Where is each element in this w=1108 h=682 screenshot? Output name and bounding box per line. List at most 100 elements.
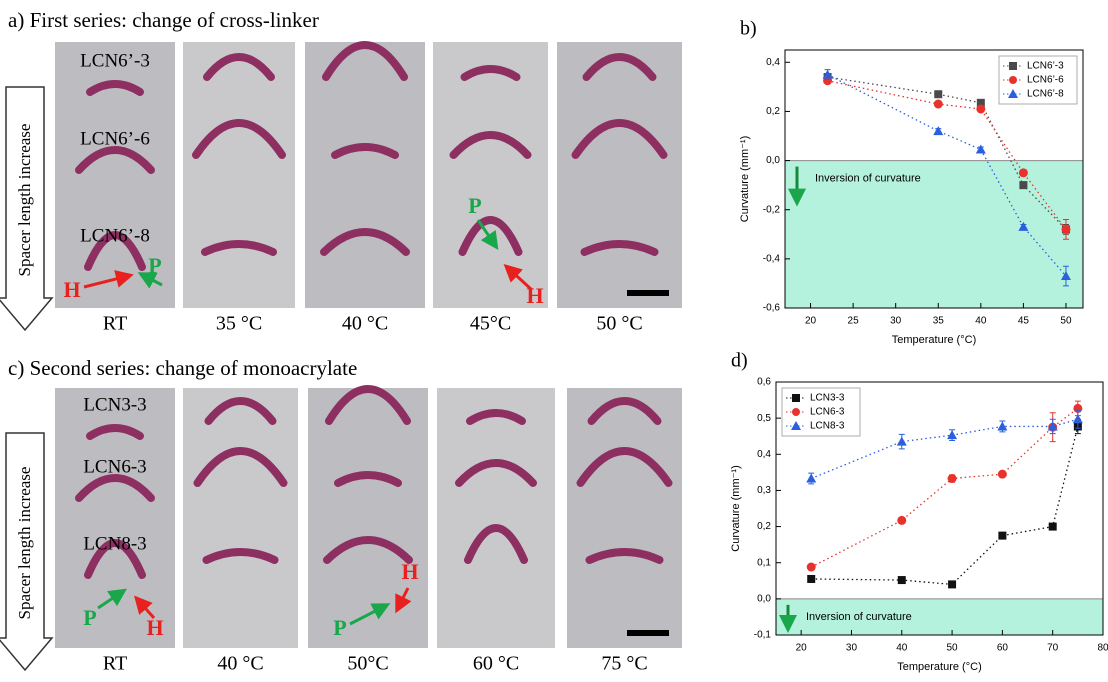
point xyxy=(976,98,985,107)
point xyxy=(1061,224,1071,234)
sample-strip xyxy=(582,53,657,81)
sample-strip xyxy=(84,539,146,579)
point xyxy=(896,436,907,446)
sample-strip xyxy=(323,536,413,564)
x-tick-label: 40 xyxy=(975,316,987,327)
sample-strip xyxy=(587,397,662,425)
x-tick-label: 25 xyxy=(848,316,860,327)
temperature-label: RT xyxy=(103,313,127,335)
series-line xyxy=(811,426,1079,586)
point xyxy=(997,421,1008,431)
sample-strip xyxy=(331,143,399,159)
y-tick-label: -0,6 xyxy=(763,303,781,314)
x-tick-label: 30 xyxy=(890,316,902,327)
point xyxy=(807,574,816,583)
y-tick-label: -0,4 xyxy=(763,253,781,264)
point xyxy=(948,580,957,589)
y-axis-title: Curvature (mm⁻¹) xyxy=(730,465,742,551)
sample-strip xyxy=(585,548,664,564)
row-label: LCN3-3 xyxy=(83,394,146,415)
point xyxy=(975,144,986,154)
point xyxy=(933,99,943,109)
photo xyxy=(567,388,682,648)
point xyxy=(806,562,816,572)
legend-label: LCN6’-3 xyxy=(1027,61,1064,72)
scale-bar xyxy=(627,290,669,296)
inversion-region xyxy=(776,598,1103,635)
sample-strip xyxy=(466,409,526,425)
x-tick-label: 70 xyxy=(1047,643,1059,654)
x-tick-label: 50 xyxy=(1060,316,1072,327)
legend-label: LCN6-3 xyxy=(810,407,845,418)
legend-marker xyxy=(1008,89,1018,98)
x-tick-label: 40 xyxy=(896,643,908,654)
y-tick-label: 0,4 xyxy=(757,449,771,460)
sample-strip xyxy=(204,397,277,425)
temperature-label: 50 °C xyxy=(596,313,642,335)
temperature-label: 60 °C xyxy=(473,653,519,675)
side-arrow xyxy=(0,86,54,332)
y-tick-label: 0,2 xyxy=(766,106,780,117)
legend-label: LCN6’-6 xyxy=(1027,75,1064,86)
series-line xyxy=(810,418,1079,480)
marker-label: P xyxy=(333,615,346,640)
sample-strip xyxy=(571,119,668,159)
marker-label: H xyxy=(63,277,80,302)
x-axis-title: Temperature (°C) xyxy=(892,334,976,346)
y-tick-label: 0,3 xyxy=(757,485,771,496)
marker-label: P xyxy=(468,193,481,218)
sample-strip xyxy=(449,131,532,159)
point xyxy=(806,473,817,483)
sample-strip xyxy=(75,474,155,502)
point xyxy=(1018,168,1028,178)
pointer-arrow xyxy=(395,587,412,614)
x-tick-label: 80 xyxy=(1097,643,1108,654)
legend-label: LCN6’-8 xyxy=(1027,89,1064,100)
point xyxy=(1047,421,1058,431)
sample-strip xyxy=(75,146,155,174)
sample-strip xyxy=(464,524,528,564)
point xyxy=(934,90,943,99)
pointer-arrow xyxy=(503,263,534,292)
point xyxy=(947,474,957,484)
sample-strip xyxy=(576,447,673,487)
sample-strip xyxy=(455,459,537,487)
sample-strip xyxy=(580,240,659,256)
x-axis-title: Temperature (°C) xyxy=(897,661,981,673)
y-tick-label: 0,4 xyxy=(766,57,780,68)
temperature-label: 45°C xyxy=(470,313,511,335)
y-tick-label: -0,2 xyxy=(763,204,781,215)
row-label: LCN6’-8 xyxy=(80,225,150,246)
y-tick-label: 0,0 xyxy=(757,593,771,604)
legend-marker xyxy=(1009,76,1017,84)
photo xyxy=(183,388,298,648)
sample-strip xyxy=(322,41,408,81)
x-tick-label: 50 xyxy=(947,643,959,654)
marker-label: H xyxy=(146,615,163,640)
panel-title: c) Second series: change of monoacrylate xyxy=(8,356,357,380)
point xyxy=(822,69,833,79)
photo xyxy=(305,42,425,308)
arrow-label: Spacer length increase xyxy=(15,124,34,277)
y-tick-label: 0,0 xyxy=(766,155,780,166)
pointer-arrow xyxy=(134,595,156,619)
temperature-label: 40 °C xyxy=(342,313,388,335)
legend-marker xyxy=(791,421,801,430)
annotation: Inversion of curvature xyxy=(806,611,912,623)
sample-strip xyxy=(320,228,410,256)
scale-bar xyxy=(627,630,669,636)
row-label: LCN6’-3 xyxy=(80,50,150,71)
point xyxy=(1018,221,1029,231)
plot-frame xyxy=(784,49,1084,309)
x-tick-label: 35 xyxy=(933,316,945,327)
pointer-arrow xyxy=(137,272,163,289)
point xyxy=(998,531,1007,540)
sample-strip xyxy=(334,471,402,487)
temperature-label: 75 °C xyxy=(601,653,647,675)
sample-strip xyxy=(193,447,288,487)
point xyxy=(897,515,907,525)
sample-strip xyxy=(325,385,411,425)
temperature-label: 35 °C xyxy=(216,313,262,335)
row-label: LCN6-3 xyxy=(83,456,146,477)
